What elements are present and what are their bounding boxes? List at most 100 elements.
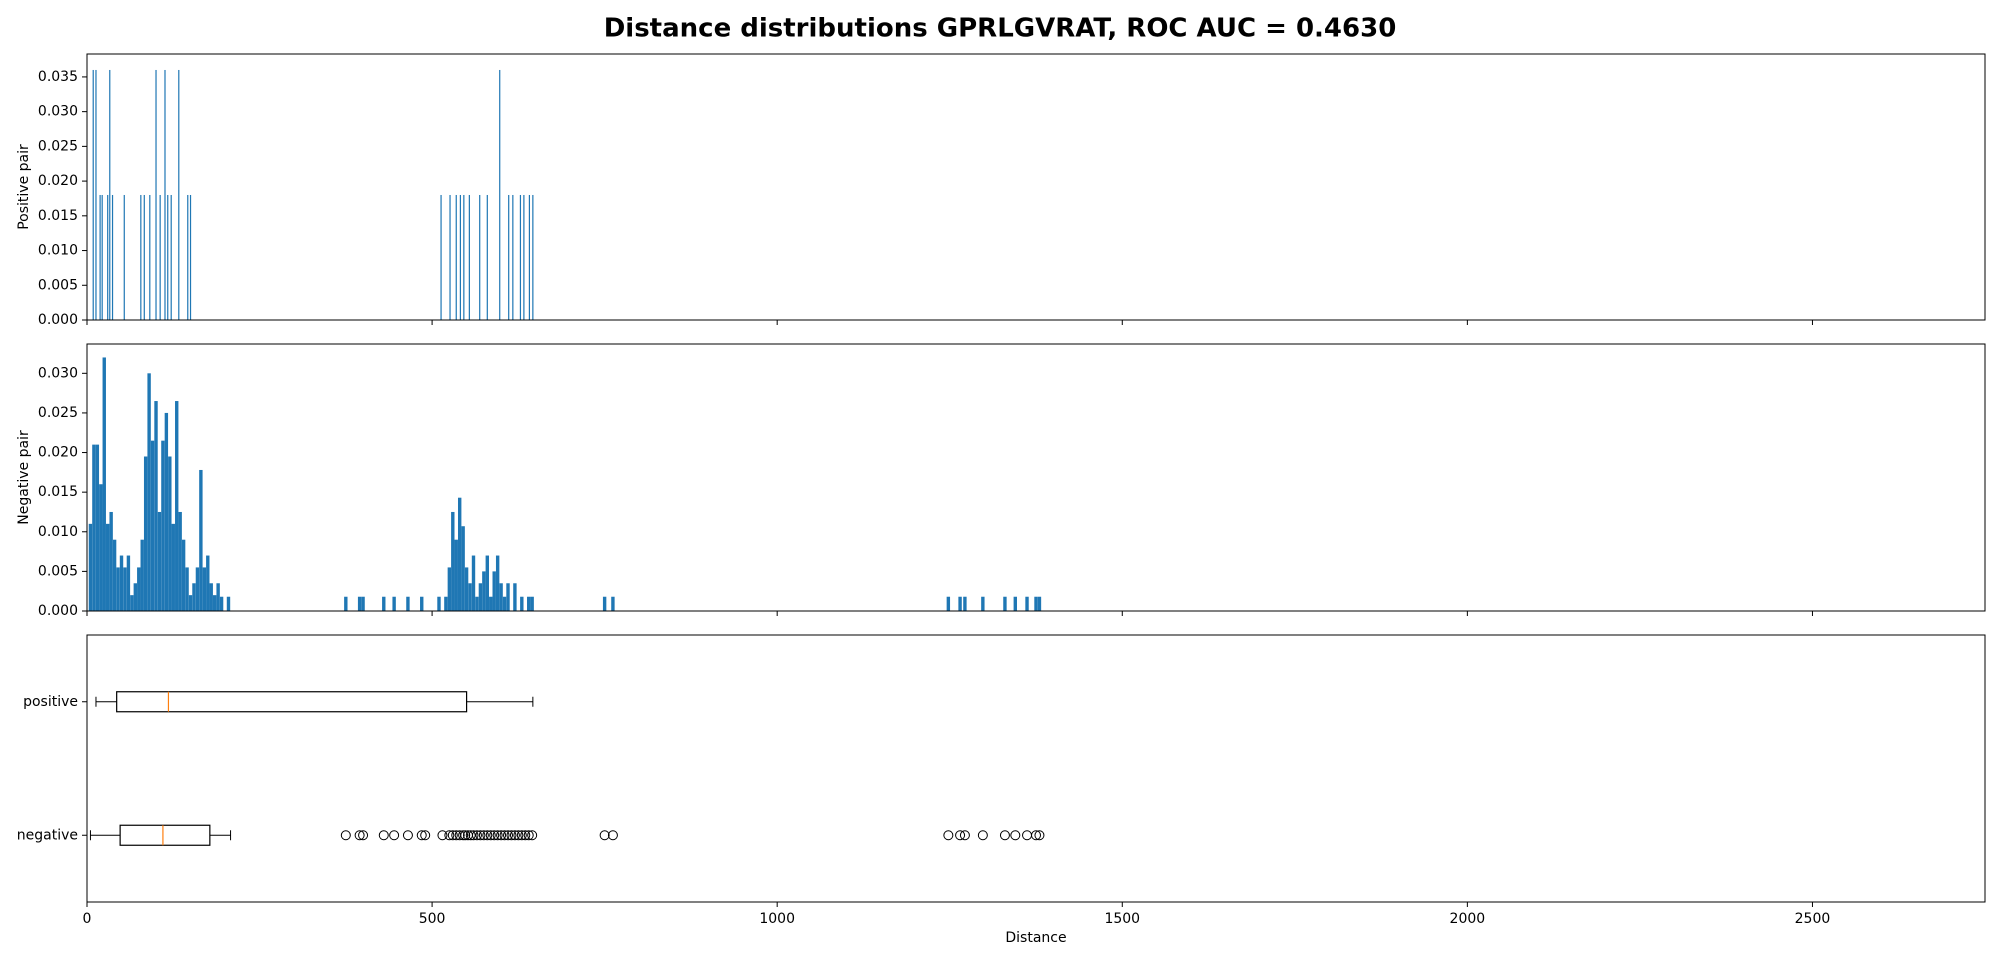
- flier: [506, 830, 517, 841]
- flier: [340, 830, 351, 841]
- bar: [1034, 596, 1038, 611]
- flier: [454, 830, 465, 841]
- bar: [170, 194, 172, 320]
- bar: [499, 69, 501, 320]
- bar: [532, 194, 534, 320]
- y-tick-label: 0.025: [38, 138, 78, 154]
- y-tick-label: 0.035: [38, 69, 78, 85]
- bar: [107, 194, 109, 320]
- box: [116, 691, 468, 713]
- bar: [195, 567, 200, 611]
- bar: [143, 456, 148, 611]
- flier: [420, 830, 431, 841]
- flier: [513, 830, 524, 841]
- bar: [150, 440, 155, 611]
- bar: [461, 526, 465, 611]
- y-axis-label: Positive pair: [16, 144, 32, 230]
- flier: [499, 830, 510, 841]
- x-tick-label: 1000: [759, 911, 795, 927]
- bar: [155, 69, 157, 320]
- bar: [92, 69, 94, 320]
- bar: [95, 444, 100, 611]
- bar: [99, 484, 103, 611]
- bar: [109, 511, 113, 611]
- flier: [447, 830, 458, 841]
- bar: [499, 583, 503, 611]
- bar: [485, 555, 490, 611]
- bar: [119, 555, 124, 611]
- bar: [111, 194, 114, 320]
- bar: [1003, 596, 1007, 611]
- bar: [102, 357, 106, 611]
- bar: [216, 583, 220, 611]
- flier: [1031, 830, 1041, 841]
- bar: [492, 571, 496, 611]
- bar: [454, 539, 458, 611]
- axes-frame: [86, 343, 1986, 612]
- bar: [199, 469, 203, 611]
- bar: [164, 69, 166, 320]
- bar: [209, 583, 213, 611]
- bar: [88, 523, 93, 611]
- y-tick-label: 0.020: [38, 445, 78, 461]
- flier: [520, 830, 531, 841]
- flier: [358, 830, 369, 841]
- x-axis-label: Distance: [1005, 930, 1066, 946]
- bar: [159, 194, 161, 320]
- bar: [611, 596, 615, 611]
- bar: [226, 596, 231, 611]
- flier: [475, 830, 486, 841]
- bar: [444, 596, 448, 611]
- bar: [95, 69, 97, 320]
- bar: [523, 194, 525, 320]
- bar: [192, 583, 196, 611]
- bar: [154, 401, 158, 611]
- x-tick-label: 500: [419, 911, 446, 927]
- flier: [389, 830, 400, 841]
- bar: [143, 194, 145, 320]
- bar: [357, 596, 362, 611]
- x-tick-label: 1500: [1104, 911, 1140, 927]
- y-tick-label: negative: [17, 827, 78, 843]
- flier: [516, 830, 527, 841]
- flier: [999, 830, 1010, 841]
- bar: [171, 523, 175, 611]
- bar: [486, 194, 488, 320]
- bar: [106, 523, 110, 611]
- bar: [140, 194, 142, 320]
- axes-frame: [86, 53, 1986, 321]
- flier: [943, 830, 954, 841]
- bar: [420, 596, 424, 611]
- bar: [1037, 596, 1042, 611]
- bar: [157, 511, 162, 611]
- bar: [109, 69, 111, 320]
- bar: [130, 595, 134, 611]
- bar: [468, 194, 470, 320]
- bar: [202, 567, 207, 611]
- bar: [447, 567, 452, 611]
- bar: [164, 412, 169, 611]
- flier: [354, 830, 365, 841]
- bar: [451, 511, 455, 611]
- bar: [140, 539, 144, 611]
- bar: [455, 194, 457, 320]
- bar: [168, 456, 172, 611]
- bar: [449, 194, 451, 320]
- flier: [468, 830, 479, 841]
- flier: [478, 830, 489, 841]
- bar: [382, 596, 386, 611]
- bar: [219, 596, 224, 611]
- bar: [464, 567, 469, 611]
- bar: [133, 583, 138, 611]
- bar: [471, 555, 476, 611]
- flier: [527, 830, 538, 841]
- flier: [977, 830, 988, 841]
- x-tick-label: 2000: [1450, 911, 1486, 927]
- bar: [528, 194, 531, 320]
- flier: [402, 830, 413, 841]
- bar: [463, 194, 465, 320]
- flier: [460, 830, 471, 841]
- bar: [99, 194, 101, 320]
